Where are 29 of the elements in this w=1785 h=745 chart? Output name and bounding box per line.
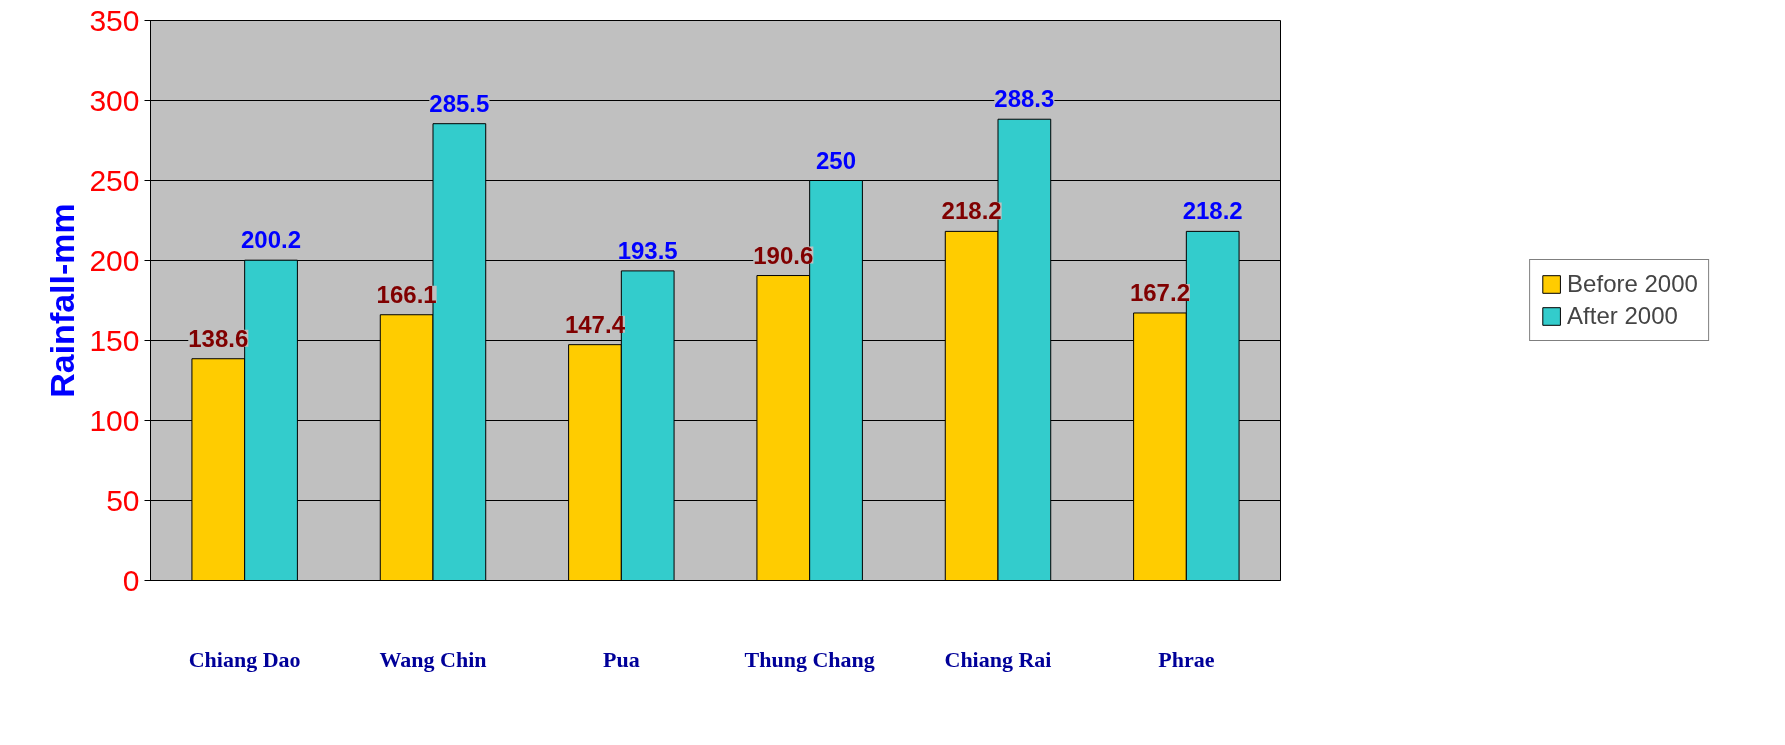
data-label: 218.2 [941, 197, 1002, 225]
data-label: 190.6 [753, 241, 814, 269]
data-label: 285.5 [429, 89, 490, 117]
data-label: 288.3 [994, 85, 1055, 113]
data-label: 138.6 [188, 324, 249, 352]
y-tick-label: 200 [89, 243, 140, 277]
data-label: 193.5 [617, 236, 678, 264]
data-label: 200.2 [241, 226, 302, 254]
y-tick-label: 150 [89, 323, 140, 357]
data-label: 250 [816, 146, 857, 174]
data-label: 166.1 [376, 280, 437, 308]
legend-label: After 2000 [1567, 302, 1678, 330]
x-tick-label: Pua [603, 646, 640, 672]
y-tick-label: 50 [106, 483, 140, 517]
data-label: 167.2 [1129, 278, 1190, 306]
y-tick-label: 300 [89, 83, 140, 117]
legend-label: Before 2000 [1567, 270, 1698, 298]
data-label: 218.2 [1182, 197, 1243, 225]
y-tick-label: 0 [122, 563, 140, 597]
x-tick-label: Phrae [1158, 646, 1215, 672]
x-tick-label: Wang Chin [379, 646, 487, 672]
y-tick-label: 250 [89, 163, 140, 197]
y-axis-title: Rainfall-mm [43, 203, 82, 398]
y-tick-label: 100 [89, 403, 140, 437]
x-tick-label: Chiang Dao [188, 646, 301, 672]
x-tick-label: Chiang Rai [944, 646, 1052, 672]
data-label: 147.4 [564, 310, 626, 338]
y-tick-label: 350 [89, 3, 140, 37]
x-tick-label: Thung Chang [744, 646, 875, 672]
